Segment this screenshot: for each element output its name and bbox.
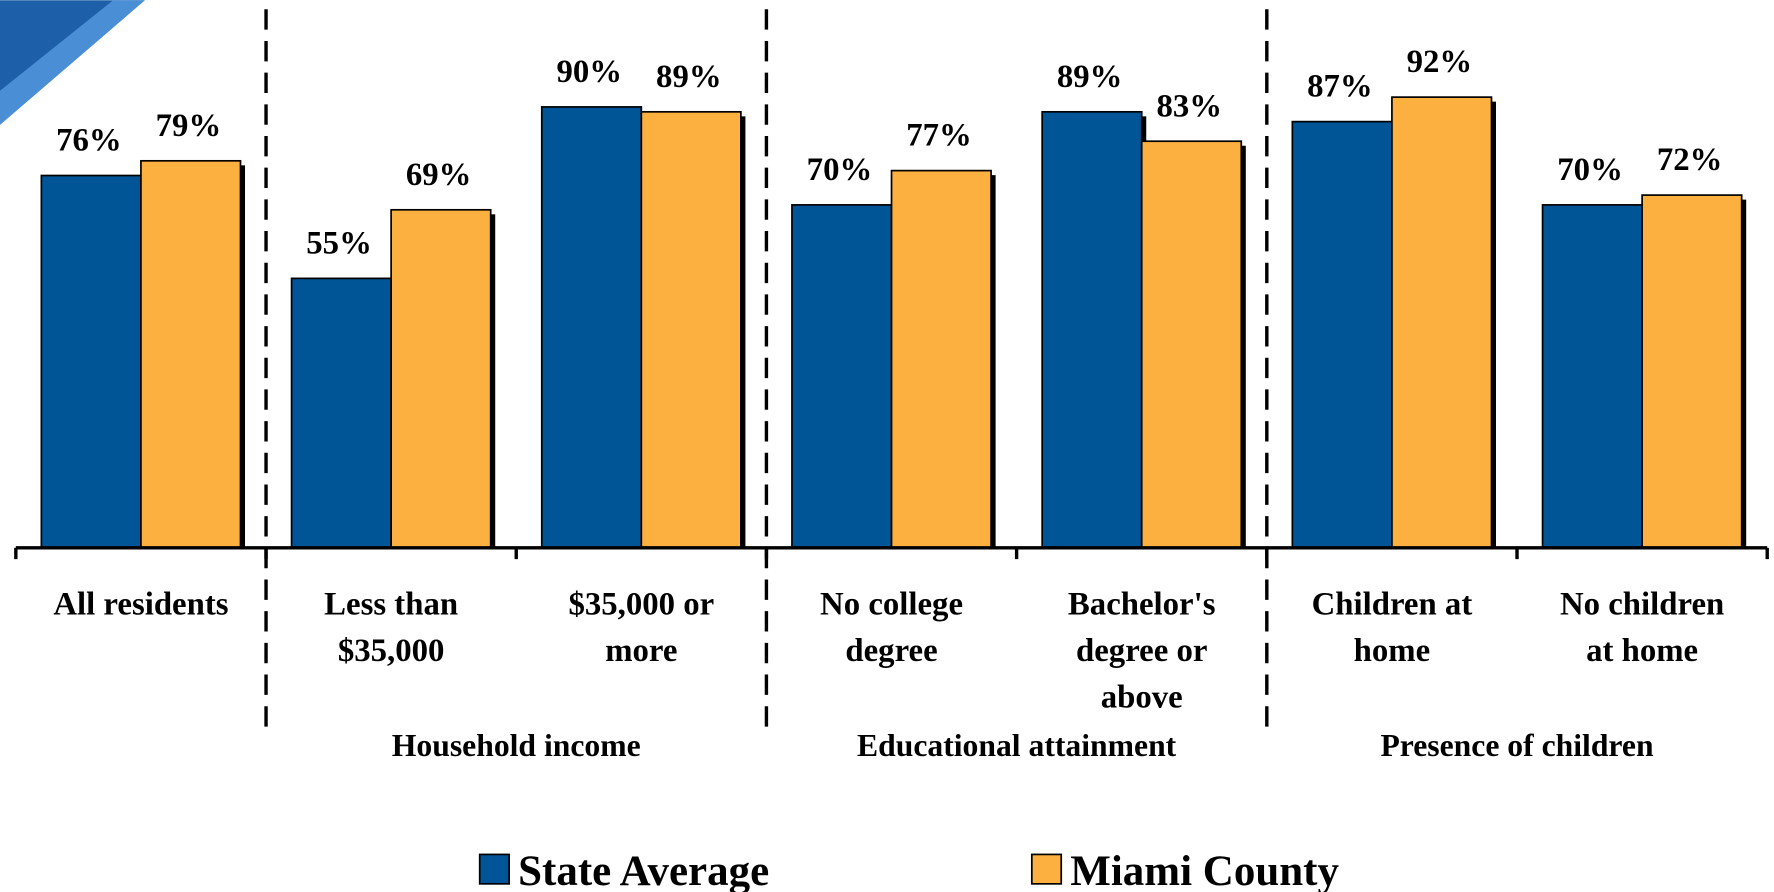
bar — [390, 208, 492, 549]
data-label: 92% — [1407, 44, 1473, 80]
bar — [1291, 120, 1393, 549]
legend-swatch — [1030, 853, 1063, 885]
bar — [540, 106, 643, 549]
legend-swatch — [478, 853, 510, 885]
label-line: All residents — [53, 587, 228, 623]
data-label: 90% — [556, 54, 622, 90]
data-label: 77% — [906, 118, 972, 154]
data-label: 89% — [1057, 59, 1123, 95]
label-line: $35,000 or — [568, 587, 714, 623]
data-label: 79% — [156, 108, 222, 144]
label-line: at home — [1586, 633, 1698, 669]
label-line: more — [605, 633, 677, 669]
bar — [1041, 110, 1143, 549]
data-label: 89% — [656, 59, 722, 95]
legend-label: State Average — [518, 848, 769, 892]
bar — [1641, 194, 1743, 549]
label-line: No children — [1560, 587, 1724, 623]
bar — [1541, 204, 1643, 549]
label-line: above — [1101, 679, 1183, 715]
x-tick-label: No college degree — [820, 587, 963, 669]
data-label: 70% — [1557, 152, 1623, 188]
data-label: 83% — [1156, 88, 1222, 124]
bar — [140, 159, 242, 549]
x-tick-label: Bachelor's degree or above — [1068, 587, 1216, 716]
label-line: degree or — [1076, 633, 1207, 669]
label-line: degree — [845, 633, 937, 669]
group-label: Presence of children — [1380, 728, 1654, 763]
x-tick-label: Less than $35,000 — [324, 587, 458, 669]
bar — [1140, 140, 1243, 549]
data-label: 55% — [306, 225, 372, 261]
bar — [40, 174, 142, 549]
data-label: 72% — [1657, 142, 1723, 178]
x-tick-label: All residents — [53, 587, 228, 623]
group-label: Household income — [392, 728, 641, 763]
data-label: 70% — [807, 152, 873, 188]
data-label: 87% — [1307, 69, 1373, 105]
bar — [290, 277, 392, 549]
x-tick-label: $35,000 or more — [568, 587, 714, 669]
data-label: 69% — [406, 157, 472, 193]
label-line: Bachelor's — [1068, 587, 1216, 623]
x-tick-label: Children at home — [1312, 587, 1473, 669]
data-label: 76% — [56, 123, 122, 159]
group-label: Educational attainment — [857, 728, 1177, 763]
bar — [791, 204, 893, 549]
corner-decoration — [0, 0, 145, 125]
bar — [640, 110, 742, 549]
label-line: No college — [820, 587, 963, 623]
label-line: home — [1354, 633, 1431, 669]
x-tick-label: No children at home — [1560, 587, 1724, 669]
legend-label: Miami County — [1070, 848, 1339, 892]
bar — [890, 169, 992, 549]
label-line: Less than — [324, 587, 458, 623]
label-line: $35,000 — [338, 633, 445, 669]
label-line: Children at — [1312, 587, 1473, 623]
bar — [1391, 96, 1493, 549]
